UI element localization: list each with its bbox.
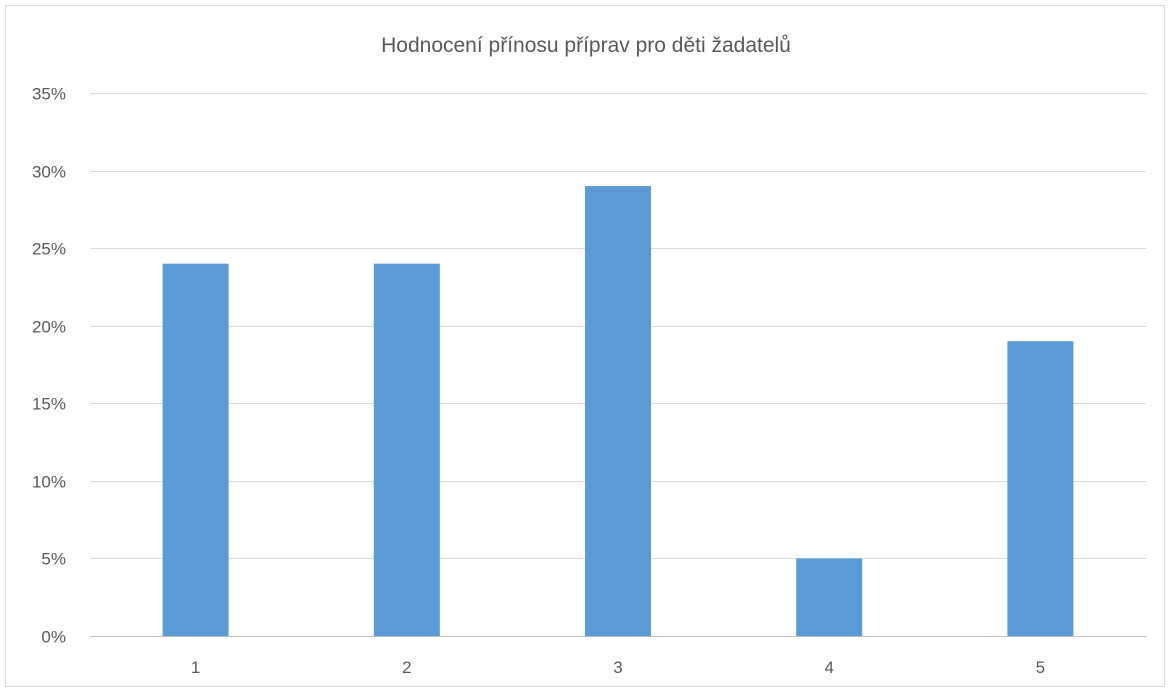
axes: 0% 5% 10% 15% 20% 25% 30% 35% 1 2 3 4 5: [32, 85, 1146, 677]
y-tick-label: 5%: [41, 550, 66, 569]
bar-3: [585, 186, 651, 637]
chart-title: Hodnocení přínosu příprav pro děti žadat…: [381, 34, 791, 57]
y-tick-label: 30%: [32, 163, 66, 182]
x-tick-label: 3: [613, 658, 622, 677]
bar-1: [162, 263, 229, 636]
x-tick-label: 1: [191, 658, 200, 677]
bar-5: [1007, 341, 1074, 636]
bar-4: [796, 558, 863, 636]
y-tick-label: 15%: [32, 395, 66, 414]
x-tick-label: 4: [824, 658, 833, 677]
y-tick-label: 25%: [32, 240, 66, 259]
bar-2: [373, 263, 440, 636]
y-tick-label: 35%: [32, 85, 66, 104]
y-tick-label: 20%: [32, 318, 66, 337]
bars: [162, 186, 1074, 637]
y-tick-label: 10%: [32, 473, 66, 492]
x-tick-label: 2: [402, 658, 411, 677]
x-tick-label: 5: [1036, 658, 1045, 677]
y-tick-label: 0%: [41, 628, 66, 647]
